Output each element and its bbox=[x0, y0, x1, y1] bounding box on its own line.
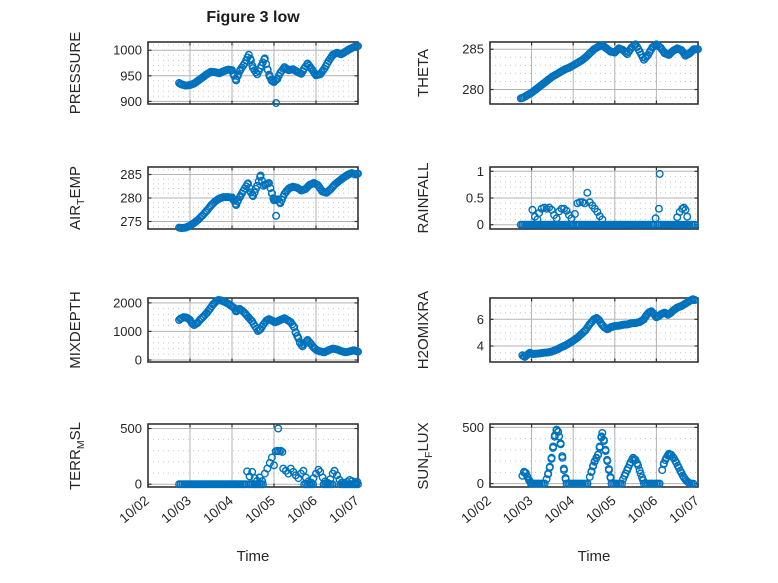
x-tick-label: 10/07 bbox=[326, 493, 362, 526]
ylabel-text: AIR bbox=[67, 204, 84, 230]
ylabel-text: RAINFALL bbox=[415, 162, 432, 234]
y-tick-label: 0.5 bbox=[466, 191, 484, 206]
y-tick-label: 0 bbox=[477, 476, 484, 491]
y-tick-label: 275 bbox=[120, 214, 142, 229]
ylabel-text: MIXDEPTH bbox=[67, 291, 84, 369]
ylabel-text: PRESSURE bbox=[67, 31, 84, 115]
y-tick-label: 950 bbox=[120, 68, 142, 83]
x-tick-label: 10/05 bbox=[242, 493, 278, 526]
y-tick-label: 280 bbox=[120, 191, 142, 206]
y-tick-label: 1000 bbox=[113, 324, 142, 339]
plot-sun-flux: 0 500 10/02 10/03 10/04 10/05 10/06 10/07 bbox=[458, 420, 702, 526]
ylabel-sun-flux: SUNFLUX bbox=[415, 381, 435, 531]
ylabel-text: TERR bbox=[67, 448, 84, 490]
ylabel-subscript: F bbox=[423, 451, 435, 458]
x-tick-label: 10/02 bbox=[458, 493, 494, 526]
plot-rainfall: 00.51 bbox=[466, 164, 699, 232]
y-tick-label: 285 bbox=[120, 167, 142, 182]
x-tick-label: 10/05 bbox=[583, 493, 619, 526]
plot-air-temp: 275 280 285 bbox=[120, 166, 362, 233]
plot-terr-msl: 0 500 10/02 10/03 10/04 10/05 10/06 10/07 bbox=[116, 421, 362, 526]
x-tick-label: 10/04 bbox=[542, 493, 578, 527]
plot-pressure: 900 950 1000 bbox=[113, 41, 362, 109]
x-tick-label: 10/03 bbox=[500, 493, 536, 526]
y-tick-label: 280 bbox=[462, 82, 484, 97]
y-tick-label: 0 bbox=[135, 477, 142, 492]
y-tick-label: 2000 bbox=[113, 295, 142, 310]
x-tick-label: 10/07 bbox=[666, 493, 702, 526]
ylabel-air-temp: AIRTEMP bbox=[67, 123, 87, 273]
ylabel-text: EMP bbox=[67, 166, 84, 199]
y-tick-label: 285 bbox=[462, 42, 484, 57]
ylabel-text: SUN bbox=[415, 457, 432, 490]
xlabel-time-left: Time bbox=[236, 548, 270, 565]
y-tick-label: 0 bbox=[135, 353, 142, 368]
y-tick-label: 900 bbox=[120, 94, 142, 109]
y-tick-label: 1000 bbox=[113, 43, 142, 58]
ylabel-subscript: T bbox=[75, 198, 87, 205]
y-tick-label: 500 bbox=[462, 420, 484, 435]
ylabel-text: LUX bbox=[415, 421, 432, 452]
y-tick-label: 500 bbox=[120, 421, 142, 436]
xlabel-time-right: Time bbox=[577, 548, 611, 565]
x-tick-label: 10/02 bbox=[116, 493, 152, 526]
x-tick-label: 10/04 bbox=[200, 493, 236, 527]
y-tick-label: 0 bbox=[477, 217, 484, 232]
plot-h2omixra: 46 bbox=[477, 295, 699, 363]
x-tick-label: 10/06 bbox=[284, 493, 320, 526]
x-tick-label: 10/06 bbox=[625, 493, 661, 526]
ylabel-text: THETA bbox=[415, 48, 432, 98]
ylabel-terr-msl: TERRMSL bbox=[67, 381, 87, 531]
ylabel-text: SL bbox=[67, 421, 84, 440]
y-tick-label: 1 bbox=[477, 164, 484, 179]
ylabel-subscript: M bbox=[75, 439, 87, 449]
plot-mixdepth: 0 1000 2000 bbox=[113, 295, 362, 368]
plot-theta: 280 285 bbox=[462, 40, 702, 105]
ylabel-text: H2OMIXRA bbox=[415, 290, 432, 370]
figure-title: Figure 3 low bbox=[206, 9, 300, 26]
x-tick-label: 10/03 bbox=[158, 493, 194, 526]
ylabel-rainfall: RAINFALL bbox=[415, 123, 435, 273]
y-tick-label: 6 bbox=[477, 312, 484, 327]
y-tick-label: 4 bbox=[477, 339, 484, 354]
